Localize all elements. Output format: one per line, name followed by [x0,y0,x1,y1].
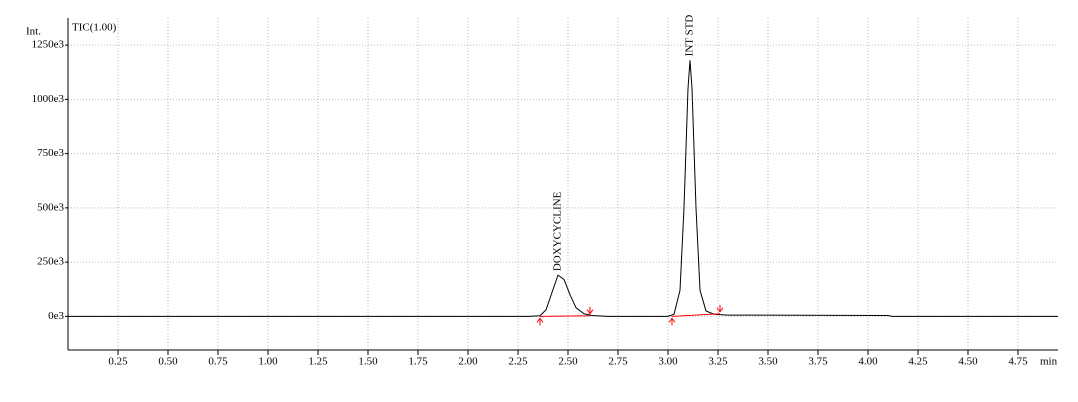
y-tick-label: 750e3 [37,147,64,159]
x-tick-label: 4.25 [908,356,928,368]
integration-marker [536,317,544,326]
x-tick-label: 3.75 [808,356,828,368]
x-tick-label: 3.50 [758,356,778,368]
x-unit-label: min [1040,356,1058,368]
x-tick-label: 0.75 [208,356,228,368]
x-tick-label: 4.50 [958,356,978,368]
x-tick-label: 1.75 [408,356,428,368]
x-tick-label: 2.25 [508,356,528,368]
x-tick-label: 3.25 [708,356,728,368]
y-tick-label: 250e3 [37,256,64,268]
integration-marker [716,304,724,313]
x-tick-label: 0.50 [158,356,178,368]
x-tick-label: 0.25 [108,356,128,368]
trace-label: TIC(1.00) [72,22,117,34]
integration-baseline [539,315,591,317]
trace-line [68,60,1058,317]
x-tick-label: 1.25 [308,356,328,368]
y-tick-label: 1000e3 [32,93,65,105]
peak-label: DOXYCYCLINE [552,191,564,271]
x-tick-label: 4.00 [858,356,878,368]
y-tick-label: 500e3 [37,201,64,213]
x-tick-label: 2.75 [608,356,628,368]
integration-marker [668,317,676,326]
integration-baseline [671,313,721,317]
peak-label: INT STD [684,15,696,57]
y-tick-label: 1250e3 [32,39,65,51]
y-axis-label: Int. [26,26,41,38]
x-tick-label: 1.50 [358,356,378,368]
x-tick-label: 2.00 [458,356,478,368]
x-tick-label: 3.00 [658,356,678,368]
integration-marker [586,306,594,315]
x-tick-label: 2.50 [558,356,578,368]
y-tick-label: 0e3 [48,310,64,322]
x-tick-label: 4.75 [1008,356,1028,368]
x-tick-label: 1.00 [258,356,278,368]
